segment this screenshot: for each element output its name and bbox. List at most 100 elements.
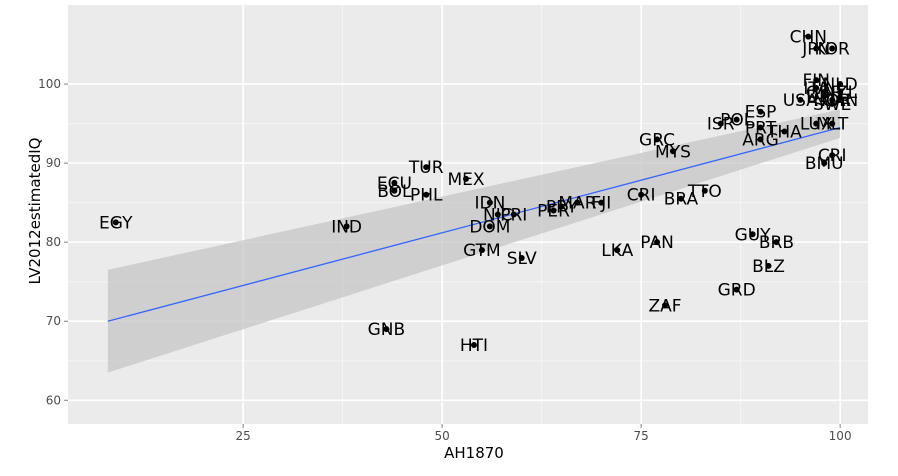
data-point <box>598 199 605 206</box>
data-point <box>821 92 828 99</box>
point-label: PER <box>537 202 570 222</box>
point-label: PHL <box>410 186 443 206</box>
x-tick-label: 75 <box>633 429 648 443</box>
point-label: JPN <box>801 39 830 59</box>
point-label: PRI <box>500 206 527 226</box>
x-tick-label: 25 <box>235 429 250 443</box>
point-label: GRD <box>718 281 756 301</box>
point-label: CRI <box>818 146 847 166</box>
data-point <box>383 326 390 333</box>
data-point <box>757 136 764 143</box>
data-point <box>463 175 470 182</box>
data-point <box>510 211 517 218</box>
point-label: IDN <box>474 194 505 214</box>
data-point <box>757 108 764 115</box>
point-label: ZAF <box>648 296 681 316</box>
point-label: GBR <box>806 83 843 103</box>
data-point <box>423 164 430 171</box>
data-point <box>343 223 350 230</box>
data-point <box>821 160 828 167</box>
point-label: CRI <box>627 186 656 206</box>
data-point <box>733 116 740 123</box>
point-label: CAN <box>822 91 858 111</box>
point-label: BRA <box>664 190 699 210</box>
data-point <box>112 219 119 226</box>
point-label: PRY <box>546 198 578 218</box>
data-point <box>558 203 565 210</box>
data-point <box>391 179 398 186</box>
point-label: FJI <box>591 194 611 214</box>
data-point <box>574 199 581 206</box>
point-label: NZL <box>823 83 857 103</box>
data-point <box>662 302 669 309</box>
y-tick-label: 80 <box>46 235 61 249</box>
point-label: MYS <box>655 142 691 162</box>
data-point <box>829 152 836 159</box>
data-point <box>797 96 804 103</box>
data-point <box>837 96 844 103</box>
data-point <box>638 191 645 198</box>
y-tick-label: 100 <box>38 77 61 91</box>
point-label: PAN <box>640 233 674 253</box>
point-label: BRB <box>759 233 794 253</box>
point-label: THA <box>766 122 802 142</box>
data-point <box>813 45 820 52</box>
point-label: MLT <box>816 115 849 135</box>
data-point <box>765 262 772 269</box>
point-label: HTI <box>460 336 488 356</box>
point-label: LUX <box>800 115 833 135</box>
point-label: MEX <box>447 170 484 190</box>
point-label: IND <box>331 217 362 237</box>
x-axis-title: AH1870 <box>444 444 504 462</box>
data-point <box>550 207 557 214</box>
point-labels: EGY INDGNBECUBOLTURPHLMEXHTIGTMIDNDOMNICP… <box>99 28 858 356</box>
point-label: TTO <box>687 182 722 202</box>
data-point <box>478 247 485 254</box>
data-point <box>733 286 740 293</box>
data-point <box>717 120 724 127</box>
point-label: USA <box>783 91 819 111</box>
point-label: KOR <box>814 39 850 59</box>
point-label: SWE <box>813 95 851 115</box>
point-label: BLZ <box>752 257 785 277</box>
data-point <box>813 77 820 84</box>
regression-line <box>107 126 841 322</box>
data-point <box>805 33 812 40</box>
point-label: ITA <box>803 79 829 99</box>
y-axis-ticks: 60 70 80 90 100 <box>38 77 68 407</box>
data-point <box>470 341 477 348</box>
point-label: FIN <box>803 71 831 91</box>
point-label: MAR <box>558 194 596 214</box>
point-label: GRC <box>639 130 675 150</box>
data-point <box>829 120 836 127</box>
data-point <box>654 239 661 246</box>
point-label: NOR <box>813 91 851 111</box>
data-point <box>773 239 780 246</box>
data-point <box>494 211 501 218</box>
point-label: NLD <box>822 75 857 95</box>
data-point <box>669 148 676 155</box>
data-point <box>813 85 820 92</box>
data-points <box>112 33 844 348</box>
point-label: ESP <box>745 103 777 123</box>
point-label: ARG <box>742 130 779 150</box>
data-point <box>813 120 820 127</box>
data-point <box>781 128 788 135</box>
point-label: CHN <box>790 28 827 48</box>
data-point <box>701 187 708 194</box>
data-point <box>391 187 398 194</box>
data-point <box>837 88 844 95</box>
data-point <box>423 191 430 198</box>
data-point <box>837 81 844 88</box>
point-label: POL <box>720 111 754 131</box>
data-point <box>829 45 836 52</box>
y-tick-label: 90 <box>46 156 61 170</box>
y-tick-label: 60 <box>46 393 61 407</box>
x-tick-label: 50 <box>434 429 449 443</box>
data-point <box>654 136 661 143</box>
point-label: DEU <box>806 87 842 107</box>
x-axis-ticks: 25 50 75 100 <box>235 424 852 443</box>
y-tick-label: 70 <box>46 314 61 328</box>
point-label: LKA <box>601 241 633 261</box>
